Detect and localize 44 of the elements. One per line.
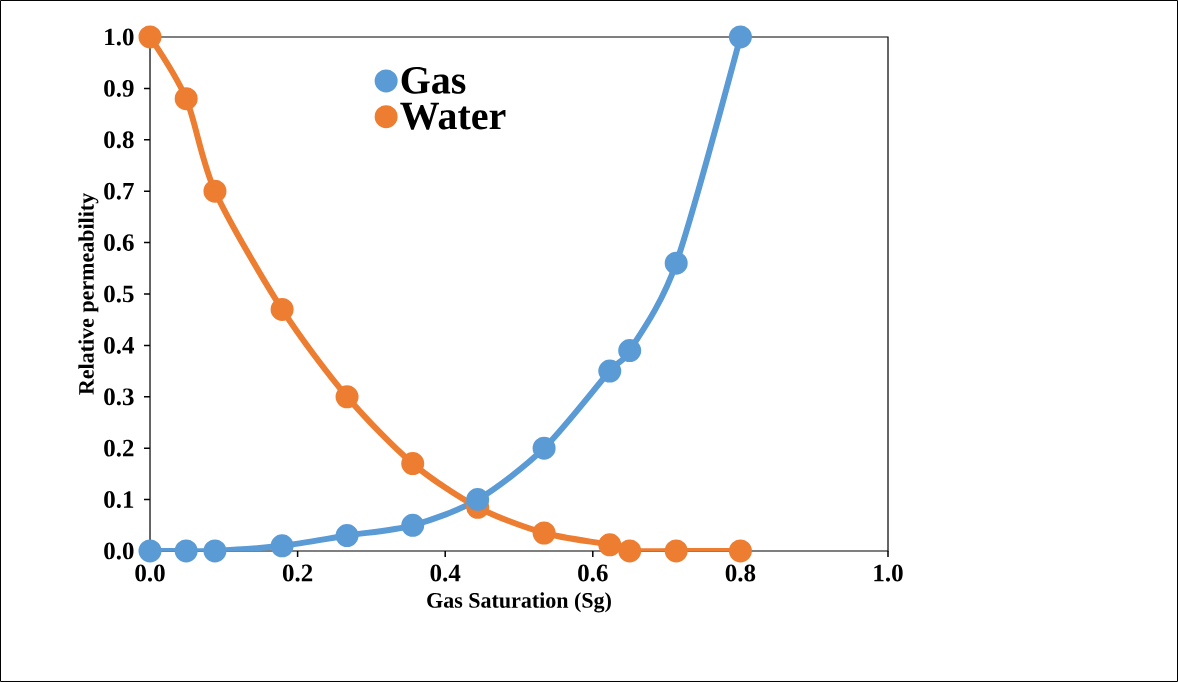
x-tick-label: 0.6 <box>578 564 608 582</box>
y-axis-title: Relative permeability <box>78 193 99 395</box>
y-tick-label: 0.1 <box>104 491 134 509</box>
y-tick-label: 0.9 <box>104 79 134 97</box>
point <box>335 385 359 409</box>
y-tick-label: 1.0 <box>105 28 134 46</box>
point <box>598 359 622 383</box>
legend-label: Water <box>400 102 506 130</box>
point <box>401 452 425 476</box>
y-tick-label: 0.5 <box>104 285 134 303</box>
point <box>401 513 425 537</box>
y-tick-label: 0.2 <box>104 439 134 457</box>
y-tick-label: 0.7 <box>104 182 134 200</box>
point <box>618 539 642 563</box>
x-tick-label: 0.0 <box>135 564 165 582</box>
y-tick-label: 0.8 <box>104 131 134 149</box>
y-tick-label: 0.0 <box>104 542 134 560</box>
y-tick-label: 0.4 <box>104 336 134 354</box>
point <box>174 87 198 111</box>
point <box>466 488 490 512</box>
legend-label: Gas <box>401 66 466 94</box>
point <box>174 539 198 563</box>
point <box>138 539 162 563</box>
point <box>728 539 752 563</box>
point <box>618 339 642 363</box>
point <box>532 521 556 545</box>
x-tick-label: 0.8 <box>725 564 756 582</box>
y-tick-label: 0.6 <box>104 234 134 252</box>
x-tick-label: 1.0 <box>874 564 903 582</box>
point <box>203 539 227 563</box>
point <box>335 524 359 548</box>
x-tick-label: 0.2 <box>282 564 313 582</box>
point <box>138 25 162 49</box>
point <box>664 251 688 275</box>
point <box>270 297 294 321</box>
x-tick-label: 0.4 <box>430 564 461 582</box>
point <box>664 539 688 563</box>
point <box>532 436 556 460</box>
point <box>598 533 622 557</box>
point <box>203 179 227 203</box>
point <box>270 534 294 558</box>
y-tick-label: 0.3 <box>104 388 134 406</box>
x-axis-title: Gas Saturation (Sg) <box>427 592 611 613</box>
point <box>728 25 752 49</box>
